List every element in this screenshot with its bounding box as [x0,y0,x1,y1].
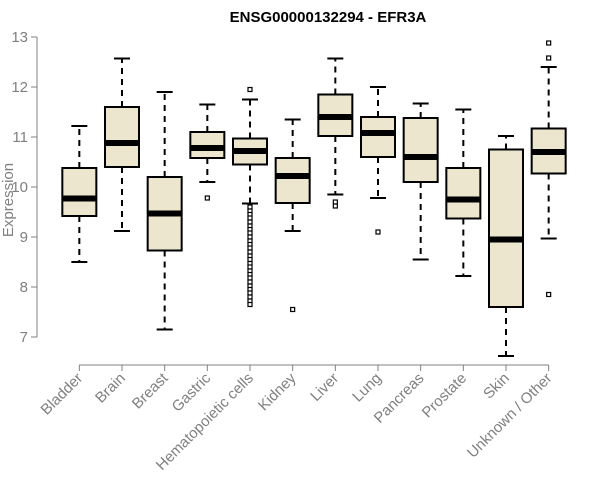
outlier-point [204,195,210,201]
outlier-point [247,204,253,210]
outlier-point [546,55,552,61]
x-tick-label: Breast [129,369,172,412]
x-tick-label: Brain [92,370,129,407]
box-brain [104,57,140,232]
x-tick-label: Prostate [419,370,471,422]
outlier-point [247,219,253,225]
iqr-box [61,167,98,217]
outlier-point [247,264,253,270]
x-tick-label: Bladder [38,370,87,419]
box-lung [360,86,396,235]
outlier-point [247,249,253,255]
outlier-point [247,301,253,308]
box-breast [146,91,183,331]
outlier-point [247,215,253,221]
outlier-point [247,275,253,281]
box-unknown-other [530,40,567,298]
y-tick-label: 8 [20,279,28,296]
outlier-point [247,234,253,240]
box-gastric [189,103,226,201]
outlier-point [247,245,253,251]
outlier-point [375,229,381,235]
iqr-box [488,148,524,308]
y-tick-label: 13 [11,29,28,46]
y-tick-label: 11 [12,129,28,146]
box-pancreas [402,102,439,261]
box-skin [488,135,524,357]
box-bladder [61,125,98,263]
box-hematopoietic-cells [232,86,268,308]
outlier-point [247,86,253,93]
box-kidney [274,118,311,313]
y-tick-label: 10 [11,179,28,196]
outlier-point [546,40,552,46]
outlier-point [247,279,253,285]
y-axis: 7 8 9 10 11 12 13 [11,29,38,346]
iqr-box [402,117,439,183]
outlier-point [332,203,338,209]
outlier-point [247,230,253,236]
boxes-group [61,40,567,357]
iqr-box [445,167,482,220]
x-tick-label: Liver [307,370,342,405]
iqr-box [104,106,140,168]
outlier-point [332,199,338,205]
outlier-point [247,256,253,263]
outlier-point [546,291,552,298]
outlier-point [247,294,253,300]
y-tick-label: 9 [20,229,28,246]
y-axis-label: Expression [0,163,17,237]
x-tick-label: Skin [480,370,513,403]
y-tick-label: 7 [20,329,28,346]
x-tick-label: Kidney [255,369,300,414]
iqr-box [360,116,396,158]
x-tick-label: Lung [349,370,385,406]
y-tick-label: 12 [11,79,28,96]
chart-title: ENSG00000132294 - EFR3A [230,9,427,26]
outlier-point [290,306,296,313]
iqr-box [274,157,311,204]
box-liver [317,57,354,209]
box-prostate [445,108,482,277]
outlier-point [247,290,253,296]
